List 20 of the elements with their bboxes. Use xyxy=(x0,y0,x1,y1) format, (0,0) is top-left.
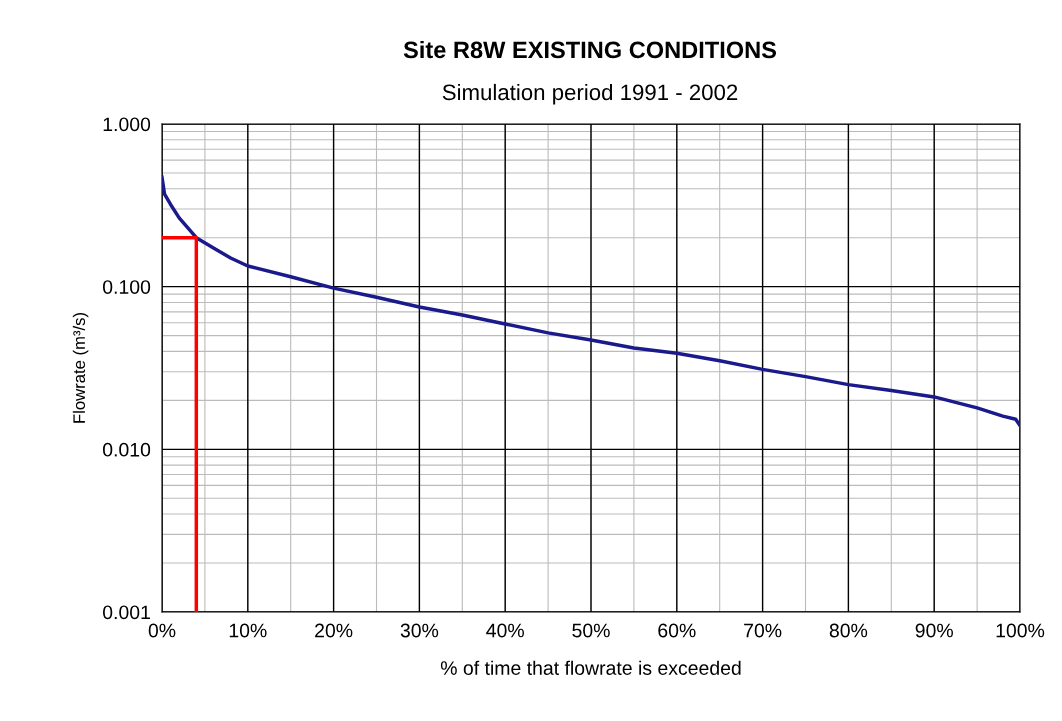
x-axis-title: % of time that flowrate is exceeded xyxy=(440,660,741,675)
line-series xyxy=(162,175,1020,428)
x-tick-label: 100% xyxy=(996,623,1045,638)
y-tick-label: 0.001 xyxy=(102,605,150,620)
chart-subtitle: Simulation period 1991 - 2002 xyxy=(442,83,738,105)
x-tick-label: 40% xyxy=(486,623,524,638)
y-tick-label: 0.010 xyxy=(102,442,151,457)
x-tick-label: 50% xyxy=(572,623,610,638)
x-tick-label: 20% xyxy=(315,623,353,638)
y-axis-title: Flowrate (m³/s) xyxy=(72,313,89,423)
chart-title: Site R8W EXISTING CONDITIONS xyxy=(403,40,777,59)
x-tick-label: 60% xyxy=(658,623,696,638)
x-tick-label: 30% xyxy=(400,623,439,638)
x-tick-label: 90% xyxy=(915,623,953,638)
x-tick-label: 0% xyxy=(148,623,176,638)
x-tick-label: 80% xyxy=(829,623,868,638)
y-tick-label: 1.000 xyxy=(103,117,151,132)
x-tick-label: 70% xyxy=(744,623,782,638)
x-tick-label: 10% xyxy=(229,623,267,638)
y-tick-label: 0.100 xyxy=(102,280,151,294)
